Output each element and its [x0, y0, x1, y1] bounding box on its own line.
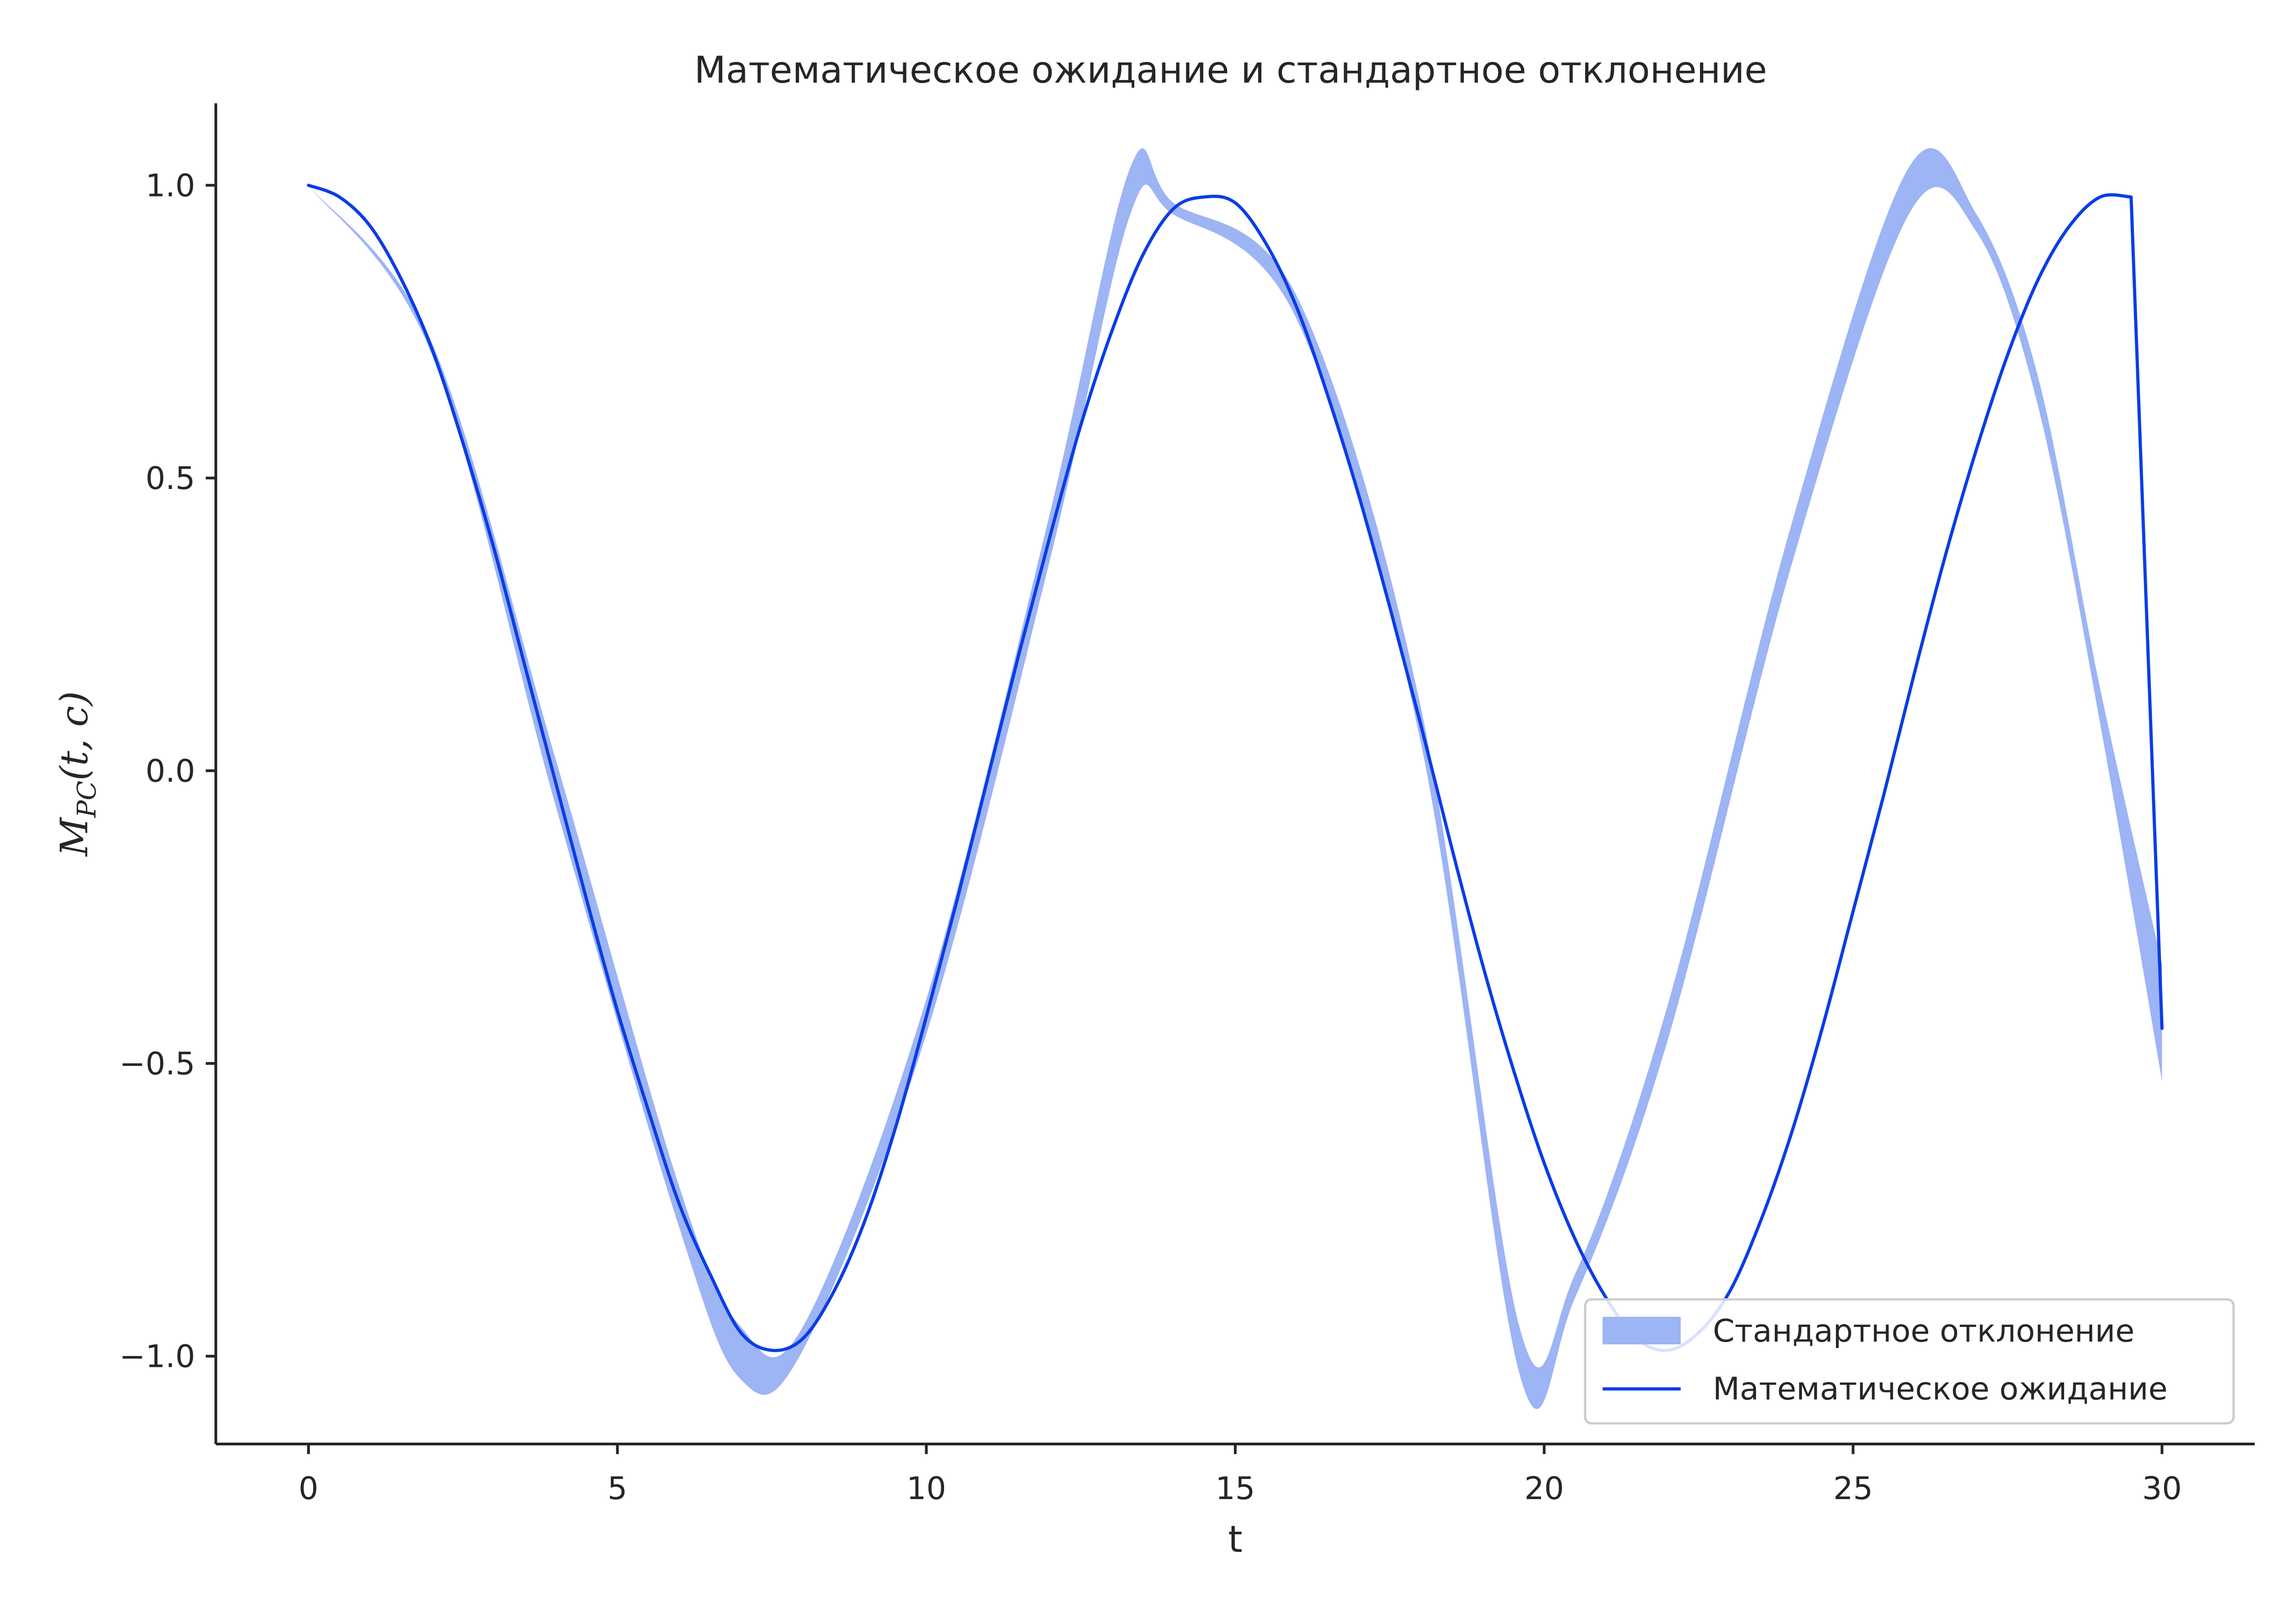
std-band	[308, 148, 2162, 1409]
y-tick-label: −0.5	[119, 1046, 195, 1082]
y-tick-label: 1.0	[146, 168, 195, 204]
y-tick-label: 0.5	[146, 461, 195, 497]
svg-text:MPC(t, c): MPC(t, c)	[53, 691, 102, 857]
x-tick-label: 20	[1524, 1471, 1564, 1507]
legend-label-line: Математическое ожидание	[1713, 1371, 2167, 1407]
x-tick-label: 0	[298, 1471, 318, 1507]
legend-frame	[1584, 1298, 2235, 1425]
y-axis-label-args: (t, c)	[53, 691, 96, 781]
y-axis-label-sub: PC	[72, 781, 102, 818]
x-tick-label: 25	[1833, 1471, 1873, 1507]
x-tick-label: 5	[608, 1471, 627, 1507]
x-tick-label: 15	[1216, 1471, 1255, 1507]
legend-swatch-band	[1603, 1317, 1681, 1344]
y-tick-label: 0.0	[146, 753, 195, 790]
chart-title: Математическое ожидание и стандартное от…	[694, 49, 1767, 91]
y-ticks: −1.0 −0.5 0.0 0.5 1.0	[119, 168, 216, 1375]
plot-area	[307, 148, 2164, 1409]
legend: Стандартное отклонение Математическое ож…	[1584, 1298, 2235, 1425]
x-tick-label: 30	[2142, 1471, 2182, 1507]
x-axis-label: t	[1228, 1518, 1242, 1561]
y-axis-label: MPC(t, c)	[53, 691, 102, 857]
legend-label-band: Стандартное отклонение	[1713, 1313, 2134, 1349]
x-tick-label: 10	[906, 1471, 946, 1507]
y-tick-label: −1.0	[119, 1339, 195, 1375]
y-axis-label-main: M	[53, 817, 96, 857]
axes	[214, 103, 2255, 1445]
mean-line	[307, 184, 2164, 1352]
x-ticks: 0 5 10 15 20 25 30	[298, 1444, 2182, 1507]
